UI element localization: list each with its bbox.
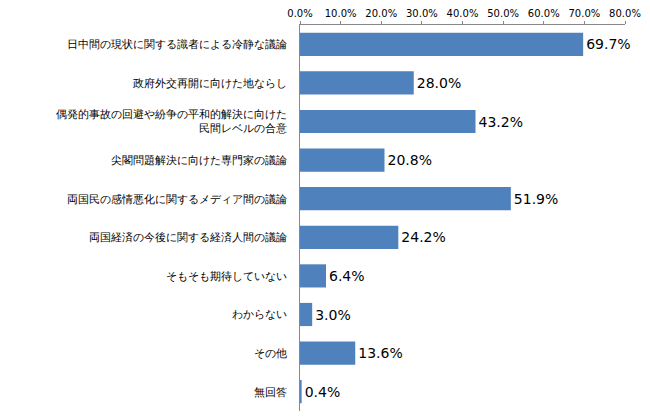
svg-text:3.0%: 3.0% <box>315 307 351 323</box>
svg-text:偶発的事故の回避や紛争の平和的解決に向けた民間レベルの合意: 偶発的事故の回避や紛争の平和的解決に向けた民間レベルの合意 <box>56 108 287 135</box>
svg-text:尖閣問題解決に向けた専門家の議論: 尖閣問題解決に向けた専門家の議論 <box>111 154 287 167</box>
svg-text:60.0%: 60.0% <box>528 8 560 19</box>
svg-text:わからない: わからない <box>232 308 287 321</box>
svg-text:0.0%: 0.0% <box>287 8 312 19</box>
svg-text:その他: その他 <box>254 347 287 360</box>
svg-text:70.0%: 70.0% <box>568 8 600 19</box>
svg-text:50.0%: 50.0% <box>487 8 519 19</box>
svg-text:28.0%: 28.0% <box>417 75 461 91</box>
svg-text:20.8%: 20.8% <box>388 152 432 168</box>
svg-text:51.9%: 51.9% <box>514 191 558 207</box>
svg-text:40.0%: 40.0% <box>447 8 479 19</box>
svg-text:両国民の感情悪化に関するメディア間の議論: 両国民の感情悪化に関するメディア間の議論 <box>67 193 287 206</box>
svg-text:13.6%: 13.6% <box>358 345 402 361</box>
svg-text:10.0%: 10.0% <box>325 8 357 19</box>
svg-text:43.2%: 43.2% <box>479 114 523 130</box>
svg-text:69.7%: 69.7% <box>586 36 630 52</box>
svg-text:政府外交再開に向けた地ならし: 政府外交再開に向けた地ならし <box>133 77 287 90</box>
svg-text:そもそも期待していない: そもそも期待していない <box>166 270 287 283</box>
svg-text:20.0%: 20.0% <box>365 8 397 19</box>
svg-text:24.2%: 24.2% <box>401 229 445 245</box>
svg-text:0.4%: 0.4% <box>305 384 341 400</box>
svg-text:80.0%: 80.0% <box>609 8 641 19</box>
svg-text:30.0%: 30.0% <box>406 8 438 19</box>
svg-text:両国経済の今後に関する経済人間の議論: 両国経済の今後に関する経済人間の議論 <box>89 231 287 244</box>
svg-text:6.4%: 6.4% <box>329 268 365 284</box>
svg-text:日中間の現状に関する識者による冷静な議論: 日中間の現状に関する識者による冷静な議論 <box>67 38 287 51</box>
svg-text:無回答: 無回答 <box>254 386 287 399</box>
